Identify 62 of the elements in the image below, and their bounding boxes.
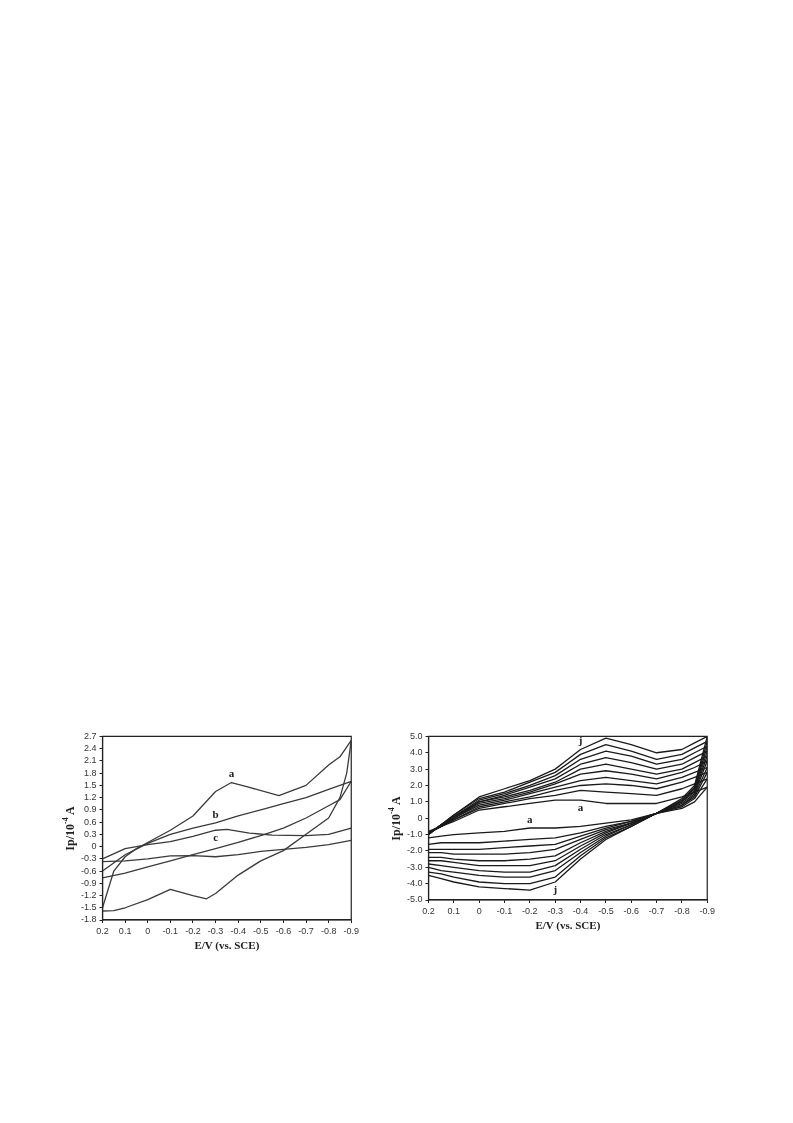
y-tick-label: 0.9 xyxy=(83,804,97,815)
x-tick-label: 0 xyxy=(476,905,482,916)
y-tick-label: -1.8 xyxy=(80,914,97,925)
x-tick-label: -0.2 xyxy=(185,925,201,936)
y-tick-label: -5.0 xyxy=(406,894,423,905)
x-tick-label: -0.9 xyxy=(699,905,715,916)
y-tick-label: 0.6 xyxy=(83,816,97,827)
y-axis-title: Ip/10-4 A xyxy=(387,796,404,841)
x-tick-label: -0.6 xyxy=(623,905,639,916)
x-tick-label: -0.3 xyxy=(207,925,224,936)
y-tick-label: 2.4 xyxy=(83,743,97,754)
y-tick-label: 0 xyxy=(417,812,423,823)
x-axis-title: E/V (vs. SCE) xyxy=(194,939,260,953)
x-tick-label: -0.7 xyxy=(298,925,314,936)
y-tick-label: -0.9 xyxy=(80,877,97,888)
x-axis-title: E/V (vs. SCE) xyxy=(535,919,601,933)
x-tick-label: 0.2 xyxy=(96,925,109,936)
x-tick-label: -0.1 xyxy=(496,905,513,916)
y-tick-label: -4.0 xyxy=(406,878,423,889)
x-tick-label: -0.9 xyxy=(343,925,359,936)
y-tick-label: 1.2 xyxy=(83,792,97,803)
x-tick-label: -0.8 xyxy=(320,925,337,936)
y-axis-title: Ip/10-4 A xyxy=(61,806,78,851)
y-tick-label: -3.0 xyxy=(406,861,423,872)
y-tick-label: -2.0 xyxy=(406,845,423,856)
annotation: j xyxy=(552,882,558,895)
x-tick-label: -0.5 xyxy=(598,905,614,916)
y-tick-label: 2.7 xyxy=(83,730,97,741)
y-tick-label: 0.3 xyxy=(83,828,97,839)
x-tick-label: -0.5 xyxy=(253,925,269,936)
x-tick-label: -0.8 xyxy=(674,905,690,916)
annotation: c xyxy=(213,831,219,844)
annotation: a xyxy=(577,801,584,814)
annotation: j xyxy=(577,734,583,747)
y-tick-label: -1.2 xyxy=(80,890,97,900)
y-tick-label: 5.0 xyxy=(409,730,423,741)
y-tick-label: 2.0 xyxy=(409,779,423,790)
x-tick-label: -0.4 xyxy=(572,905,589,916)
x-tick-label: 0 xyxy=(145,925,151,936)
y-tick-label: -1.5 xyxy=(80,902,97,913)
y-tick-label: -0.3 xyxy=(80,853,97,864)
x-tick-label: -0.7 xyxy=(648,905,665,916)
y-tick-label: 3.0 xyxy=(409,763,423,774)
annotation: a xyxy=(228,767,235,780)
annotation: a xyxy=(527,812,534,825)
x-tick-label: 0.1 xyxy=(118,925,132,936)
x-tick-label: -0.2 xyxy=(522,905,538,916)
y-tick-label: 0 xyxy=(91,841,97,852)
y-tick-label: 2.1 xyxy=(83,755,97,766)
y-tick-label: -0.6 xyxy=(80,865,97,876)
x-tick-label: 0.2 xyxy=(422,905,435,916)
x-tick-label: -0.3 xyxy=(547,905,563,916)
x-tick-label: -0.4 xyxy=(230,925,246,936)
annotation: b xyxy=(212,807,219,820)
x-tick-label: -0.1 xyxy=(162,925,179,936)
y-tick-label: 4.0 xyxy=(409,747,423,758)
y-tick-label: 1.5 xyxy=(83,779,97,790)
y-tick-label: 1.0 xyxy=(409,796,423,807)
x-tick-label: -0.6 xyxy=(275,925,292,936)
x-tick-label: 0.1 xyxy=(447,905,461,916)
y-tick-label: -1.0 xyxy=(406,829,423,840)
y-tick-label: 1.8 xyxy=(83,767,97,778)
